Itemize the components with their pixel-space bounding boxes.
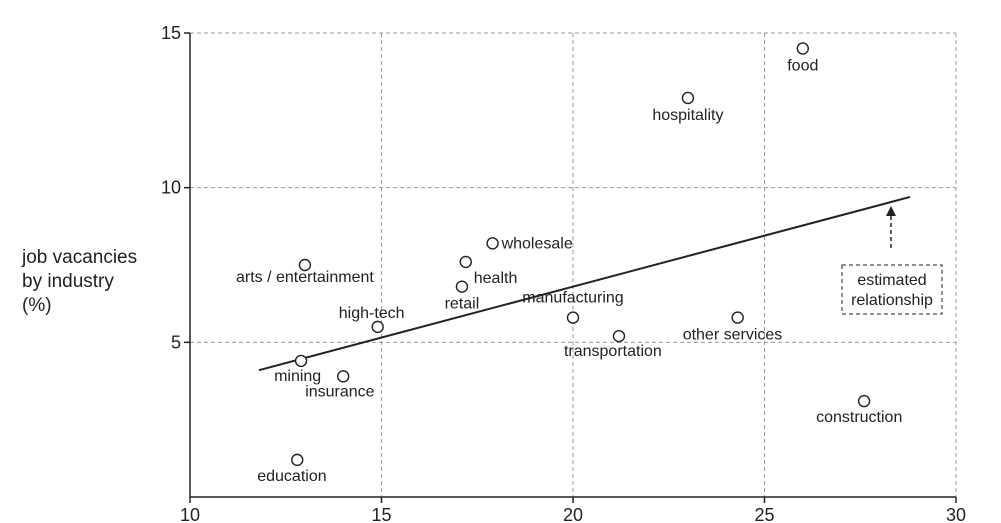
- data-point: [371, 320, 384, 334]
- data-point: [486, 237, 499, 250]
- annotation-arrow-head: [886, 206, 896, 216]
- x-tick-label: 10: [180, 505, 200, 523]
- annotation-text: relationship: [851, 292, 933, 309]
- point-label: education: [257, 468, 326, 485]
- point-label: hospitality: [652, 107, 723, 124]
- data-point: [796, 42, 809, 55]
- y-axis-label-line-1: job vacancies: [22, 247, 138, 268]
- data-point: [857, 394, 871, 408]
- data-point: [731, 311, 744, 324]
- y-axis-label-line-3: (%): [22, 295, 52, 316]
- data-point: [459, 255, 472, 269]
- data-point: [294, 354, 308, 368]
- y-tick-label: 15: [161, 23, 181, 43]
- x-tick-label: 20: [563, 505, 583, 523]
- point-label: health: [474, 270, 518, 287]
- data-point: [612, 329, 626, 343]
- annotation-text: estimated: [857, 272, 926, 289]
- point-label: arts / entertainment: [236, 269, 374, 286]
- point-label: transportation: [564, 343, 662, 360]
- x-tick-label: 30: [946, 505, 966, 523]
- y-tick-label: 10: [161, 178, 181, 198]
- point-label: high-tech: [339, 305, 405, 322]
- point-label: mining: [274, 368, 321, 385]
- x-tick-label: 25: [754, 505, 774, 523]
- estimated-relationship-line: [258, 195, 911, 372]
- point-label: food: [787, 57, 818, 74]
- data-point: [681, 91, 695, 105]
- data-point: [455, 280, 469, 293]
- point-label: other services: [683, 327, 783, 344]
- y-axis-label: job vacancies by industry (%): [22, 246, 137, 318]
- x-tick-label: 15: [371, 505, 391, 523]
- point-label: insurance: [305, 383, 374, 400]
- data-point: [298, 258, 312, 272]
- data-point: [337, 370, 350, 383]
- y-tick-label: 5: [171, 332, 181, 352]
- point-label: retail: [445, 296, 480, 313]
- y-axis-label-line-2: by industry: [22, 271, 114, 292]
- annotation-box: [841, 264, 943, 315]
- point-label: construction: [816, 409, 902, 426]
- point-label: wholesale: [501, 235, 573, 252]
- data-point: [566, 311, 580, 324]
- point-label: manufacturing: [522, 290, 623, 307]
- data-point: [291, 453, 304, 467]
